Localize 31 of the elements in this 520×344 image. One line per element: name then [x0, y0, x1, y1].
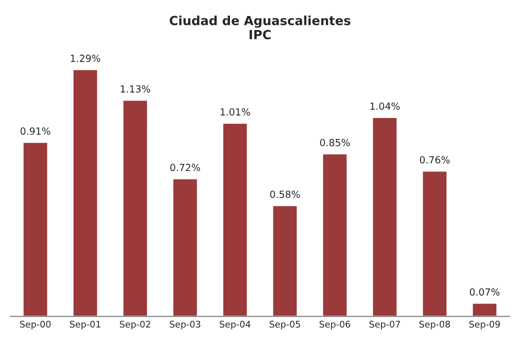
x-tick-label: Sep-03: [170, 320, 200, 330]
x-tick-label: Sep-00: [20, 320, 51, 330]
x-tick-label: Sep-09: [469, 320, 500, 330]
bar: [322, 152, 348, 316]
bar: [222, 122, 248, 316]
bar: [471, 302, 498, 316]
data-label: 0.07%: [470, 288, 500, 296]
x-tick-label: Sep-05: [270, 320, 300, 330]
bar: [22, 142, 49, 316]
bar: [122, 99, 148, 316]
data-label: 1.01%: [220, 108, 250, 116]
data-label: 0.91%: [20, 127, 50, 135]
bar: [172, 178, 198, 316]
x-tick-label: Sep-06: [320, 320, 350, 330]
bar: [422, 170, 448, 316]
x-tick-label: Sep-07: [370, 320, 400, 330]
data-label: 0.76%: [420, 156, 450, 164]
x-tick-label: Sep-08: [419, 320, 450, 330]
data-label: 0.58%: [270, 190, 300, 198]
x-tick-label: Sep-01: [70, 320, 100, 330]
bar: [72, 68, 98, 316]
bar: [272, 204, 298, 316]
x-tick-label: Sep-04: [220, 320, 250, 330]
data-label: 1.04%: [370, 102, 400, 110]
data-label: 0.85%: [320, 138, 350, 146]
bar: [372, 116, 398, 316]
chart-title: Ciudad de Aguascalientes IPC: [170, 16, 350, 40]
data-label: 0.72%: [170, 164, 200, 172]
data-label: 1.13%: [120, 85, 150, 93]
x-tick-label: Sep-02: [120, 320, 150, 330]
data-label: 1.29%: [70, 54, 100, 62]
